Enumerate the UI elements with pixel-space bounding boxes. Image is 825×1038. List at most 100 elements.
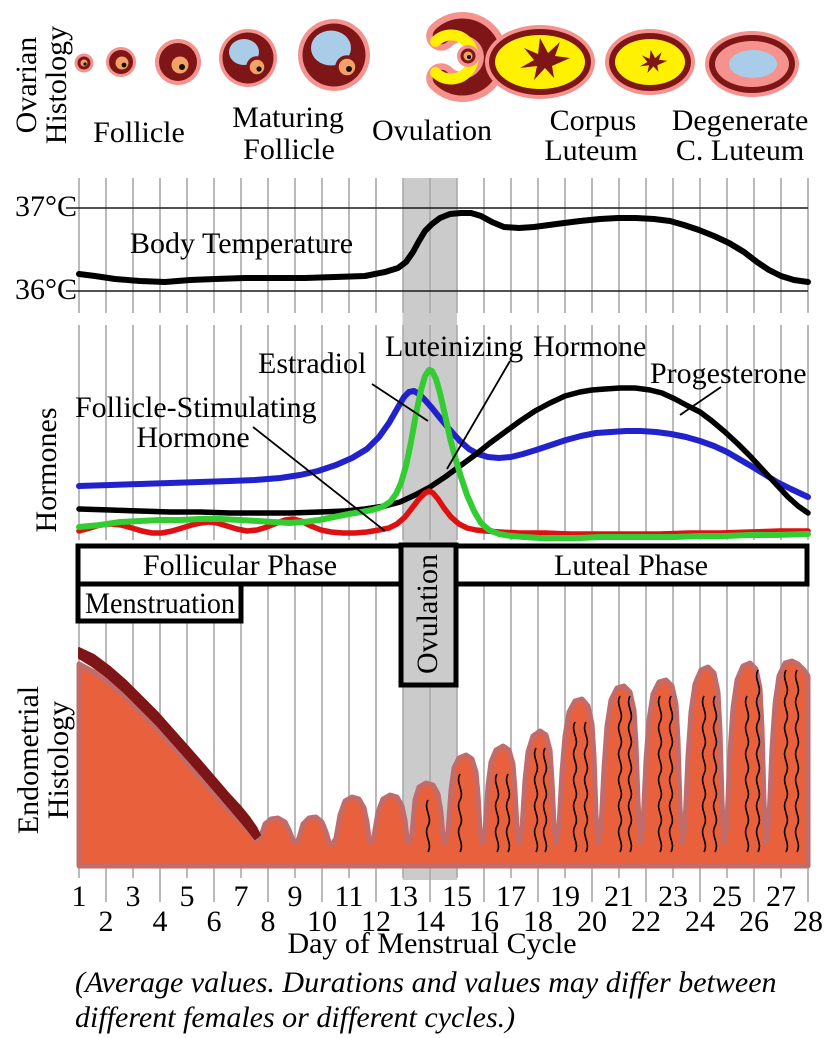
spiral-artery	[668, 695, 674, 853]
endometrial-axis-label-line2: Histology	[42, 701, 75, 819]
footnote-line1: (Average values. Durations and values ma…	[75, 966, 777, 999]
stage-label-ovulation: Ovulation	[372, 114, 492, 147]
day-tick-label: 15	[442, 880, 472, 913]
spiral-artery	[657, 695, 663, 853]
day-tick-label: 3	[126, 880, 141, 913]
body-temperature-label: Body Temperature	[130, 227, 353, 260]
fsh-leader-line	[252, 426, 386, 532]
day-tick-label: 11	[335, 880, 364, 913]
spiral-artery	[744, 695, 750, 853]
xaxis-title: Day of Menstrual Cycle	[287, 927, 576, 960]
day-tick-label: 4	[153, 905, 168, 938]
corpus-luteum-illustration	[485, 25, 595, 99]
stage-label-follicle: Follicle	[93, 116, 185, 149]
spiral-artery	[794, 669, 800, 853]
spiral-artery	[712, 695, 718, 853]
fsh-curve	[76, 488, 811, 537]
day-tick-label: 26	[739, 905, 769, 938]
ovarian-axis-label-line2: Histology	[40, 26, 73, 144]
endometrium-illustration	[76, 647, 811, 869]
spiral-arteries	[425, 669, 800, 853]
follicular-phase-label: Follicular Phase	[143, 549, 337, 582]
day-tick-label: 8	[261, 905, 276, 938]
estradiol-leader-line	[371, 383, 429, 422]
day-tick-label: 9	[288, 880, 303, 913]
spiral-artery	[572, 721, 578, 853]
day-tick-label: 28	[793, 905, 823, 938]
antrum	[311, 30, 351, 66]
day-tick-label: 12	[361, 905, 391, 938]
spiral-artery	[425, 799, 431, 853]
stage-label-degenerate-1: Degenerate	[672, 104, 809, 137]
egg-nucleus	[467, 55, 471, 59]
stage-label-corpus-2: Luteum	[544, 134, 637, 167]
ovulation-phase-label: Ovulation	[411, 554, 444, 674]
progesterone-leader-line	[679, 386, 722, 416]
day-tick-label: 21	[604, 880, 634, 913]
spiral-artery	[457, 773, 463, 853]
spiral-artery	[533, 747, 539, 853]
regressing-corpus-luteum-illustration	[605, 29, 695, 95]
day-tick-label: 27	[766, 880, 796, 913]
spiral-artery	[494, 773, 500, 853]
estradiol-curve	[76, 388, 811, 500]
spiral-artery	[583, 721, 589, 853]
spiral-artery	[617, 695, 623, 853]
day-tick-label: 7	[234, 880, 249, 913]
day-tick-label: 6	[207, 905, 222, 938]
day-tick-label: 18	[523, 905, 553, 938]
endometrial-axis-label-line1: Endometrial	[12, 686, 45, 834]
menstruation-box	[75, 581, 244, 624]
endometrium-shedding-layer	[78, 647, 261, 840]
day-tick-label: 24	[685, 905, 715, 938]
day-tick-label: 2	[99, 905, 114, 938]
degenerate-core	[729, 50, 777, 78]
oocyte	[246, 56, 268, 78]
released-egg-illustration	[457, 45, 479, 67]
day-tick-labels: 1234567891011121314151617181920212223242…	[72, 880, 824, 938]
day-tick-label: 13	[388, 880, 418, 913]
ovarian-illustrations	[74, 12, 799, 102]
progesterone-label: Progesterone	[650, 357, 807, 390]
oocyte-nucleus	[83, 62, 87, 66]
temp-tick-37: 37°C	[15, 190, 77, 223]
spiral-artery	[755, 669, 761, 853]
temp-tick-36: 36°C	[15, 273, 77, 306]
luteal-phase-label: Luteal Phase	[554, 549, 708, 582]
day-tick-label: 25	[712, 880, 742, 913]
day-tick-label: 19	[550, 880, 580, 913]
lh-curve	[76, 367, 811, 541]
fsh-label-line1: Follicle-Stimulating	[75, 391, 317, 424]
mature-follicle-illustration	[298, 19, 370, 91]
estradiol-label: Estradiol	[258, 347, 366, 380]
fsh-label-line2: Hormone	[136, 421, 249, 454]
primary-follicle-illustration	[106, 47, 136, 77]
antral-follicle-illustration	[219, 29, 277, 87]
day-tick-label: 23	[658, 880, 688, 913]
spiral-artery	[627, 695, 633, 853]
stage-label-corpus-1: Corpus	[550, 104, 637, 137]
ovarian-axis-label-line1: Ovarian	[10, 37, 43, 134]
day-tick-label: 10	[307, 905, 337, 938]
body-temperature-curve	[76, 210, 811, 285]
secondary-follicle-illustration	[155, 39, 201, 85]
day-tick-label: 22	[631, 905, 661, 938]
ovulation-box	[398, 542, 459, 688]
stage-label-maturing-1: Maturing	[232, 101, 344, 134]
day-tick-label: 20	[577, 905, 607, 938]
menstruation-label: Menstruation	[85, 587, 235, 620]
day-tick-label: 16	[469, 905, 499, 938]
lh-label-word1: Luteinizing	[385, 330, 523, 363]
progesterone-curve	[76, 385, 811, 516]
hormones-axis-label: Hormones	[30, 408, 63, 533]
footnote-line2: different females or different cycles.)	[75, 1001, 515, 1034]
stage-label-degenerate-2: C. Luteum	[676, 134, 804, 167]
lh-label-word2: Hormone	[533, 330, 646, 363]
oocyte-nucleus	[179, 64, 185, 70]
spiral-artery	[542, 747, 548, 853]
corpus-luteum-core	[520, 38, 570, 80]
day-tick-label: 1	[72, 880, 87, 913]
oocyte-nucleus	[121, 62, 127, 68]
